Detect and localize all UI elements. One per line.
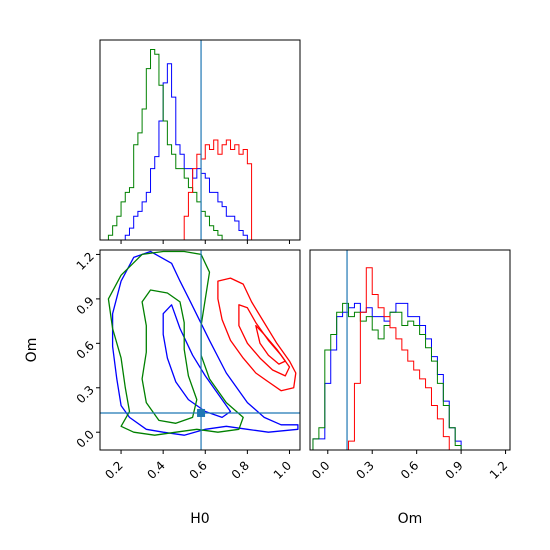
hist-h0-series-run1 <box>100 63 252 240</box>
y-tick-label-om: 0.3 <box>74 383 97 406</box>
axis-labels: H0 Om Om <box>24 338 422 527</box>
x-tick-label-h0: 1.0 <box>271 458 294 481</box>
x-tick-label-om: 0.6 <box>398 458 421 481</box>
x-tick-label-h0: 0.2 <box>102 458 125 481</box>
hist-h0-series-run3 <box>100 139 253 240</box>
contour-run1-1 <box>162 304 232 419</box>
y-tick-label-om: 0.9 <box>74 294 97 317</box>
contour-run3-4 <box>217 277 297 392</box>
x-tick-label-h0: 0.8 <box>229 458 252 481</box>
x-axis-label-om: Om <box>398 511 423 527</box>
contour-frame <box>99 249 301 451</box>
contour-run1-0 <box>111 250 299 436</box>
x-tick-label-om: 0.3 <box>354 458 377 481</box>
hist-om-panel: 0.0 0.3 0.6 0.9 1.2 <box>309 249 511 482</box>
y-axis-label-om: Om <box>24 338 40 363</box>
contour-run2-3 <box>141 289 198 424</box>
x-tick-label-om: 0.9 <box>442 458 465 481</box>
contour-run3-5 <box>238 304 291 377</box>
hist-h0-panel <box>99 39 301 244</box>
contour-run3-6 <box>255 324 286 365</box>
hist-om-frame <box>309 249 511 451</box>
contour-run2-2 <box>107 250 244 436</box>
x-tick-label-om: 0.0 <box>309 458 332 481</box>
y-tick-label-om: 0.0 <box>74 427 97 450</box>
truth-marker <box>197 408 206 417</box>
hist-om-series-run2 <box>312 302 468 450</box>
x-tick-label-om: 1.2 <box>487 458 510 481</box>
y-tick-label-om: 0.6 <box>74 338 97 361</box>
hist-h0-series-run2 <box>100 49 252 240</box>
x-tick-label-h0: 0.4 <box>144 458 167 481</box>
y-tick-label-om: 1.2 <box>74 249 97 272</box>
h0-om-contour-panel: 0.2 0.4 0.6 0.8 1.0 0.0 0.3 0.6 0.9 1.2 <box>74 249 301 482</box>
x-tick-label-h0: 0.6 <box>187 458 210 481</box>
hist-h0-frame <box>99 39 301 241</box>
x-axis-label-h0: H0 <box>190 511 209 527</box>
hist-om-series-run3 <box>312 267 468 450</box>
